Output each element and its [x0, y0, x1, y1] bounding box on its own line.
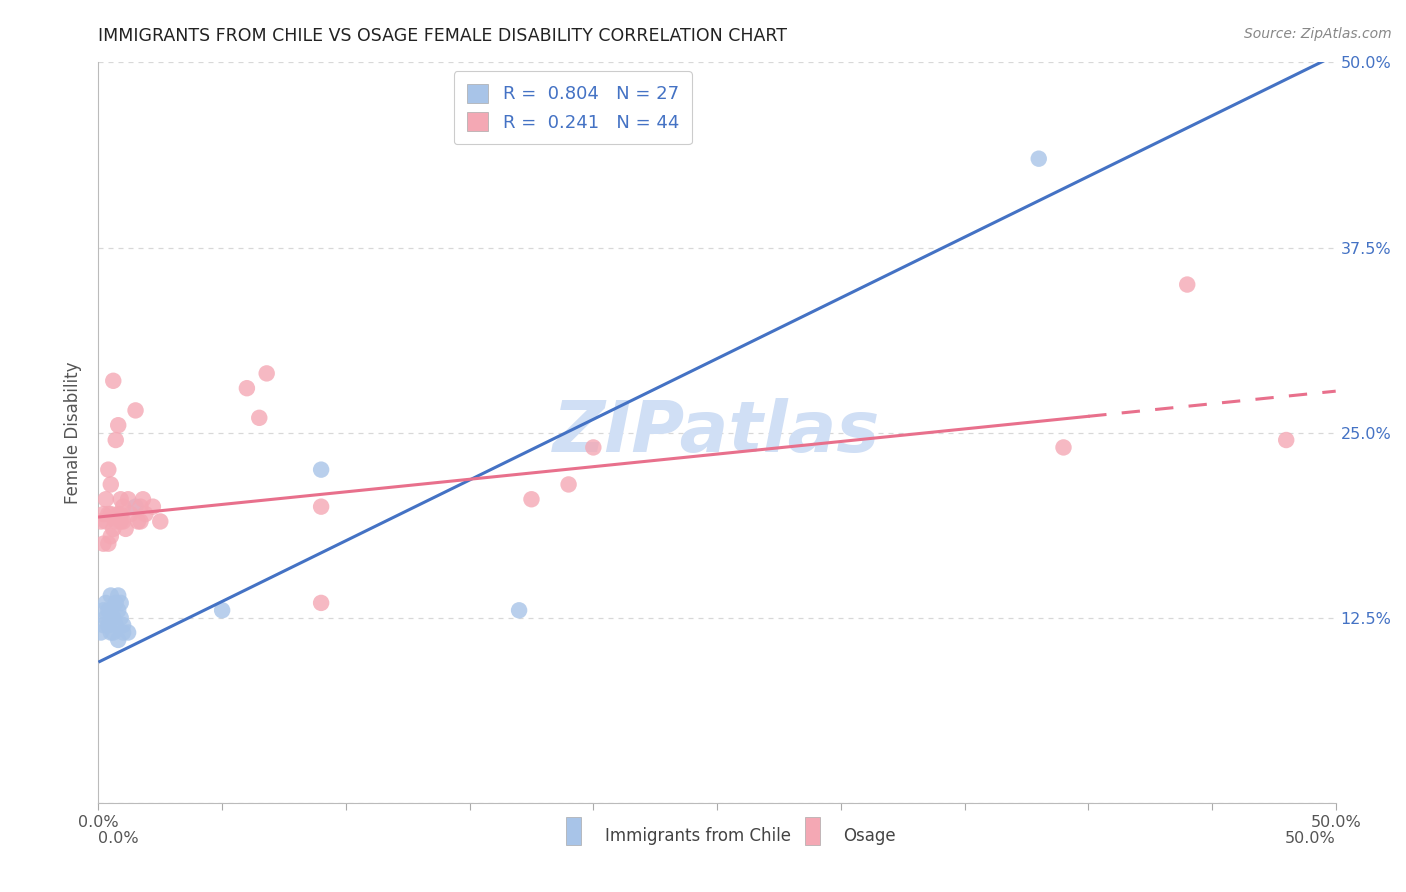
Point [97, 507, 120, 521]
Point [90, 515, 112, 529]
Text: Source: ZipAtlas.com: Source: ZipAtlas.com [1244, 27, 1392, 41]
Point [1275, 433, 1298, 447]
Point [211, 603, 233, 617]
Point [97, 537, 120, 551]
Point [508, 603, 530, 617]
Point [520, 492, 543, 507]
Point [100, 477, 122, 491]
Point [110, 492, 132, 507]
Point [94, 611, 117, 625]
Point [557, 477, 579, 491]
Point [110, 596, 132, 610]
Point [100, 507, 122, 521]
Point [110, 611, 132, 625]
Point [103, 625, 125, 640]
Point [129, 515, 152, 529]
Point [142, 500, 165, 514]
Y-axis label: Female Disability: Female Disability [65, 361, 83, 504]
Point [94, 515, 117, 529]
Text: ZIPatlas: ZIPatlas [554, 398, 880, 467]
Point [104, 596, 127, 610]
Point [93, 618, 115, 632]
Point [93, 603, 115, 617]
Point [94, 596, 117, 610]
Point [103, 374, 125, 388]
Point [134, 507, 156, 521]
Text: Immigrants from Chile: Immigrants from Chile [605, 827, 790, 845]
Point [236, 381, 259, 395]
Point [247, 410, 270, 425]
Point [97, 603, 120, 617]
Point [112, 625, 135, 640]
Point [1175, 277, 1198, 292]
Point [104, 515, 127, 529]
Point [94, 492, 117, 507]
Point [309, 463, 332, 477]
Point [107, 589, 129, 603]
Point [107, 632, 129, 647]
Legend: R =  0.804   N = 27, R =  0.241   N = 44: R = 0.804 N = 27, R = 0.241 N = 44 [454, 71, 692, 145]
Point [124, 403, 146, 417]
Point [107, 603, 129, 617]
Point [107, 418, 129, 433]
Point [97, 618, 120, 632]
Text: 0.0%: 0.0% [98, 831, 139, 846]
Point [120, 507, 142, 521]
Point [104, 618, 127, 632]
Point [103, 611, 125, 625]
Point [114, 522, 136, 536]
Point [582, 441, 605, 455]
Point [93, 507, 115, 521]
Point [100, 529, 122, 543]
Point [90, 625, 112, 640]
Point [112, 618, 135, 632]
Point [149, 515, 172, 529]
Point [110, 507, 132, 521]
Text: Osage: Osage [844, 827, 896, 845]
Point [97, 463, 120, 477]
Point [1052, 441, 1074, 455]
Point [100, 603, 122, 617]
Text: 50.0%: 50.0% [1285, 831, 1336, 846]
Point [132, 492, 155, 507]
Point [107, 507, 129, 521]
Point [93, 537, 115, 551]
Text: IMMIGRANTS FROM CHILE VS OSAGE FEMALE DISABILITY CORRELATION CHART: IMMIGRANTS FROM CHILE VS OSAGE FEMALE DI… [98, 27, 787, 45]
Point [104, 433, 127, 447]
Point [1028, 152, 1050, 166]
Point [117, 492, 139, 507]
Point [309, 500, 332, 514]
Point [112, 500, 135, 514]
Point [112, 515, 135, 529]
Point [110, 515, 132, 529]
Point [129, 500, 152, 514]
Point [256, 367, 278, 381]
Point [309, 596, 332, 610]
Point [100, 589, 122, 603]
Point [124, 500, 146, 514]
Point [100, 625, 122, 640]
Point [103, 522, 125, 536]
Point [117, 625, 139, 640]
Point [127, 515, 149, 529]
